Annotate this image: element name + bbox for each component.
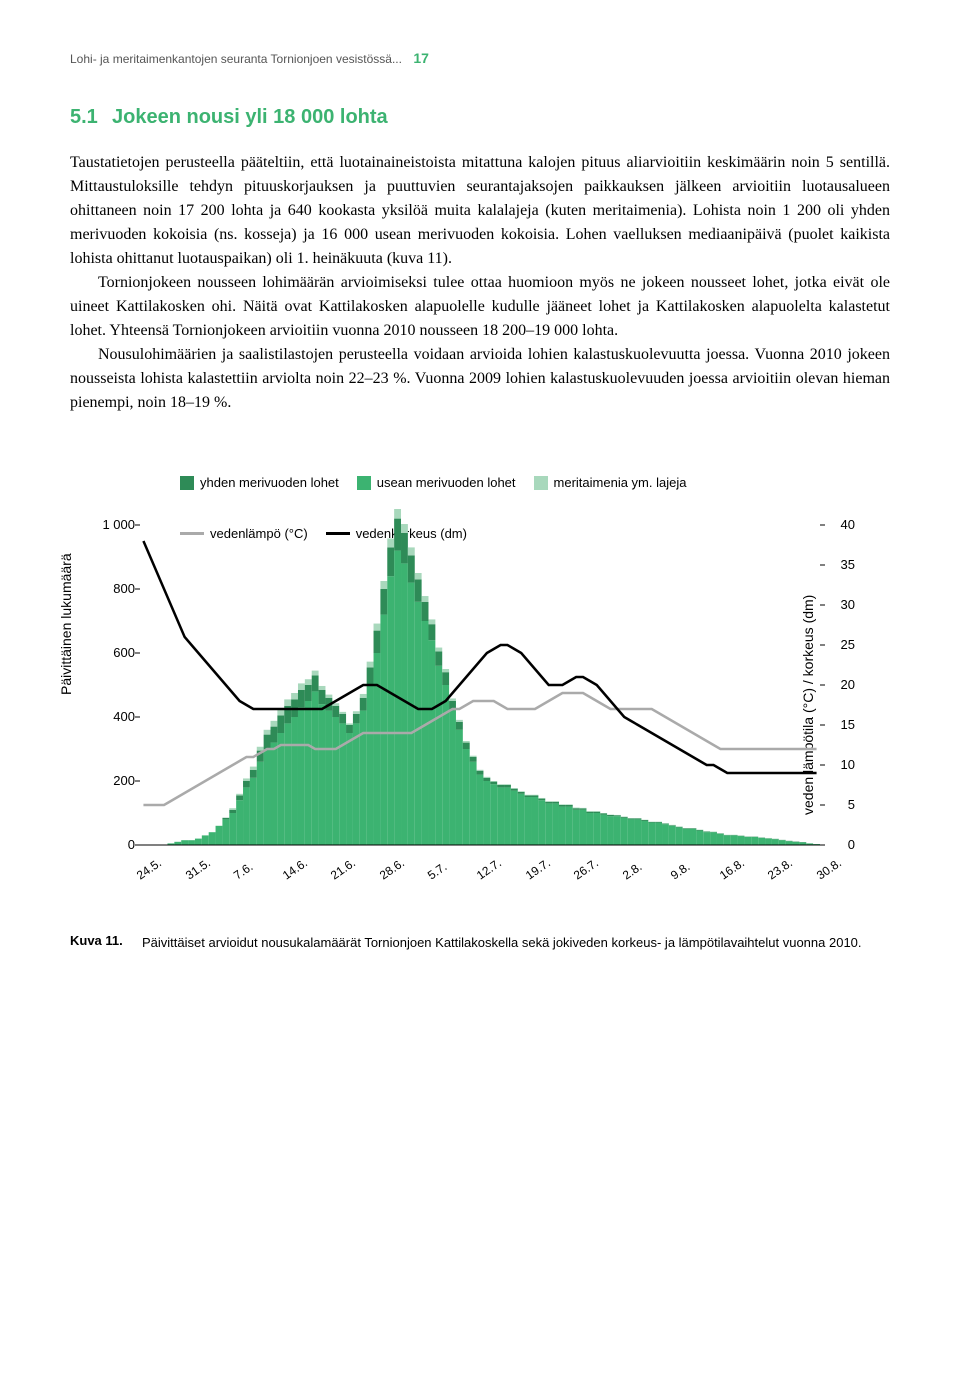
figure-label: Kuva 11.	[70, 933, 142, 953]
y-right-tick: 40	[841, 517, 855, 532]
legend-label: yhden merivuoden lohet	[200, 475, 339, 490]
x-tick: 26.7.	[571, 856, 601, 883]
legend-item-multi: usean merivuoden lohet	[357, 475, 516, 490]
x-tick: 30.8.	[814, 856, 844, 883]
x-tick: 21.6.	[328, 856, 358, 883]
section-title: Jokeen nousi yli 18 000 lohta	[112, 106, 388, 128]
figure-11-chart: yhden merivuoden lohet usean merivuoden …	[70, 475, 890, 895]
swatch-other	[534, 476, 548, 490]
y-right-tick: 15	[841, 717, 855, 732]
y-left-tick: 600	[100, 645, 135, 660]
x-tick: 28.6.	[377, 856, 407, 883]
plot-area	[140, 525, 820, 845]
paragraph-3: Nousulohimäärien ja saalistilastojen per…	[70, 343, 890, 415]
swatch-multi	[357, 476, 371, 490]
y-right-tick: 35	[841, 557, 855, 572]
y-left-tick: 0	[100, 837, 135, 852]
section-heading: 5.1Jokeen nousi yli 18 000 lohta	[70, 106, 890, 129]
x-tick: 7.6.	[231, 860, 255, 883]
y-right-tick: 30	[841, 597, 855, 612]
y-right-tick: 0	[848, 837, 855, 852]
x-tick: 19.7.	[523, 856, 553, 883]
y-right-tick: 10	[841, 757, 855, 772]
x-tick: 23.8.	[765, 856, 795, 883]
legend-item-single: yhden merivuoden lohet	[180, 475, 339, 490]
running-title: Lohi- ja meritaimenkantojen seuranta Tor…	[70, 52, 402, 66]
x-tick: 2.8.	[620, 860, 644, 883]
legend-item-other: meritaimenia ym. lajeja	[534, 475, 687, 490]
y-right-tick: 20	[841, 677, 855, 692]
x-tick: 31.5.	[183, 856, 213, 883]
x-tick: 12.7.	[474, 856, 504, 883]
page-number: 17	[413, 50, 429, 66]
legend-label: usean merivuoden lohet	[377, 475, 516, 490]
x-tick: 24.5.	[134, 856, 164, 883]
figure-caption: Kuva 11. Päivittäiset arvioidut nousukal…	[70, 933, 890, 953]
legend-label: meritaimenia ym. lajeja	[554, 475, 687, 490]
section-number: 5.1	[70, 106, 112, 129]
body-text: Taustatietojen perusteella pääteltiin, e…	[70, 151, 890, 415]
swatch-single	[180, 476, 194, 490]
paragraph-1: Taustatietojen perusteella pääteltiin, e…	[70, 151, 890, 271]
y-left-tick: 200	[100, 773, 135, 788]
running-header: Lohi- ja meritaimenkantojen seuranta Tor…	[70, 50, 890, 66]
y-left-tick: 800	[100, 581, 135, 596]
x-tick: 16.8.	[717, 856, 747, 883]
y-right-tick: 25	[841, 637, 855, 652]
x-tick: 9.8.	[668, 860, 692, 883]
x-tick: 14.6.	[280, 856, 310, 883]
x-tick: 5.7.	[425, 860, 449, 883]
y-left-tick: 1 000	[100, 517, 135, 532]
y-right-tick: 5	[848, 797, 855, 812]
y-axis-left-label: Päivittäinen lukumäärä	[58, 553, 74, 695]
figure-caption-text: Päivittäiset arvioidut nousukalamäärät T…	[142, 933, 890, 953]
y-left-tick: 400	[100, 709, 135, 724]
paragraph-2: Tornionjokeen nousseen lohimäärän arvioi…	[70, 271, 890, 343]
